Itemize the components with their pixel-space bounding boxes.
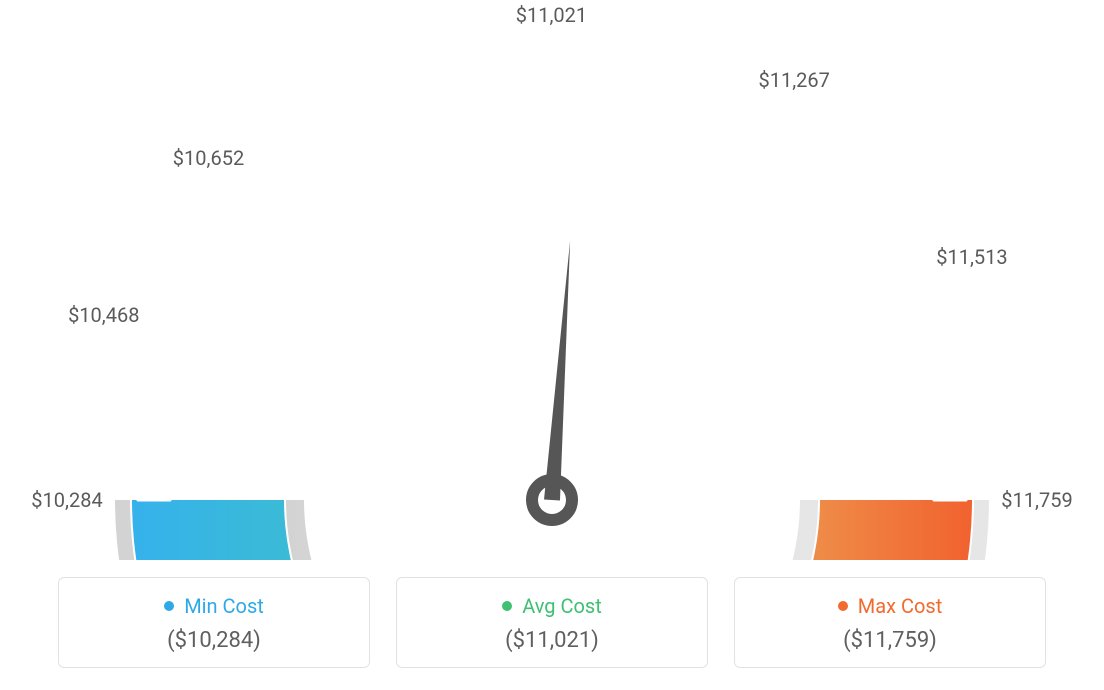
legend-title-avg: Avg Cost: [407, 594, 697, 618]
legend-title-min: Min Cost: [69, 594, 359, 618]
legend-label-min: Min Cost: [184, 594, 264, 618]
gauge-tick-label: $10,652: [173, 146, 244, 170]
gauge-tick-label: $11,267: [758, 68, 829, 92]
legend-card-max: Max Cost ($11,759): [734, 577, 1046, 668]
legend-value-max: ($11,759): [745, 628, 1035, 653]
gauge-tick-label: $10,468: [68, 303, 139, 327]
legend-label-avg: Avg Cost: [522, 594, 602, 618]
cost-gauge: $10,284 $10,468 $10,652 $11,021 $11,267 $11,5…: [0, 0, 1104, 560]
gauge-tick-label: $11,513: [936, 245, 1007, 269]
gauge-tick-label: $11,021: [516, 3, 587, 27]
legend-label-max: Max Cost: [858, 594, 943, 618]
gauge-svg: [0, 0, 1104, 560]
legend-title-max: Max Cost: [745, 594, 1035, 618]
gauge-tick-label: $10,284: [31, 488, 102, 512]
legend-value-avg: ($11,021): [407, 628, 697, 653]
legend-dot-avg: [502, 601, 512, 611]
legend-value-min: ($10,284): [69, 628, 359, 653]
legend-card-avg: Avg Cost ($11,021): [396, 577, 708, 668]
legend-row: Min Cost ($10,284) Avg Cost ($11,021) Ma…: [0, 577, 1104, 668]
legend-card-min: Min Cost ($10,284): [58, 577, 370, 668]
legend-dot-min: [164, 601, 174, 611]
legend-dot-max: [838, 601, 848, 611]
gauge-tick-label: $11,759: [1001, 488, 1072, 512]
